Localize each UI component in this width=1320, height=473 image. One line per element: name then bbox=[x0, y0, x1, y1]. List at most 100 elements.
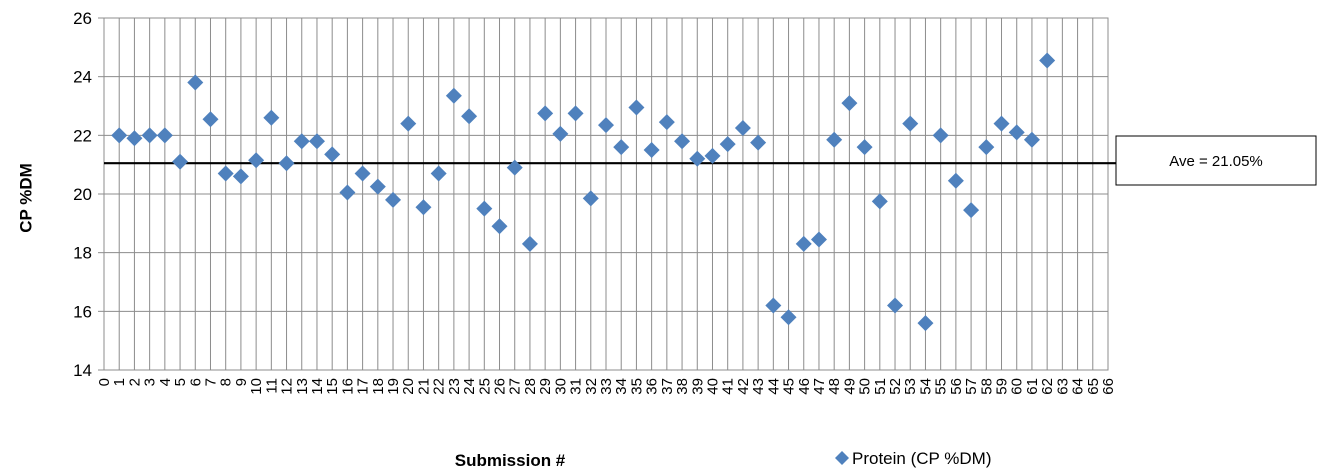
data-point bbox=[293, 133, 310, 150]
data-point bbox=[415, 199, 432, 216]
x-tick-label: 17 bbox=[355, 378, 372, 395]
data-point bbox=[1008, 124, 1025, 141]
data-point bbox=[126, 130, 143, 147]
data-point bbox=[765, 297, 782, 314]
x-tick-label: 61 bbox=[1024, 378, 1041, 395]
x-tick-label: 37 bbox=[659, 378, 676, 395]
data-point bbox=[719, 136, 736, 153]
x-axis-title: Submission # bbox=[455, 451, 566, 470]
x-tick-label: 9 bbox=[233, 378, 250, 386]
x-tick-label: 38 bbox=[674, 378, 691, 395]
x-tick-label: 2 bbox=[126, 378, 143, 386]
x-tick-label: 58 bbox=[978, 378, 995, 395]
x-tick-label: 48 bbox=[826, 378, 843, 395]
x-tick-label: 3 bbox=[142, 378, 159, 386]
axes bbox=[98, 17, 1109, 371]
x-tick-label: 39 bbox=[689, 378, 706, 395]
x-tick-label: 49 bbox=[841, 378, 858, 395]
data-point bbox=[491, 218, 508, 235]
x-tick-label: 27 bbox=[507, 378, 524, 395]
x-tick-label: 36 bbox=[644, 378, 661, 395]
x-tick-label: 46 bbox=[796, 378, 813, 395]
legend-label: Protein (CP %DM) bbox=[852, 449, 992, 468]
data-point bbox=[232, 168, 249, 185]
x-tick-label: 12 bbox=[279, 378, 296, 395]
data-point bbox=[552, 125, 569, 142]
x-tick-label: 53 bbox=[902, 378, 919, 395]
x-tick-label: 7 bbox=[202, 378, 219, 386]
x-tick-label: 11 bbox=[263, 378, 280, 394]
x-tick-label: 44 bbox=[765, 378, 782, 395]
data-point bbox=[141, 127, 158, 144]
data-point bbox=[111, 127, 128, 144]
data-point bbox=[1039, 52, 1056, 69]
x-tick-label: 33 bbox=[598, 378, 615, 395]
x-tick-label: 13 bbox=[294, 378, 311, 395]
data-point bbox=[263, 109, 280, 126]
data-point bbox=[521, 235, 538, 252]
data-point bbox=[902, 115, 919, 132]
x-tick-label: 30 bbox=[552, 378, 569, 395]
data-point bbox=[613, 139, 630, 156]
x-tick-label: 64 bbox=[1070, 378, 1087, 395]
data-point bbox=[704, 147, 721, 164]
data-point bbox=[1023, 131, 1040, 148]
x-tick-label: 6 bbox=[187, 378, 204, 386]
data-point bbox=[217, 165, 234, 182]
x-tick-label: 10 bbox=[248, 378, 265, 395]
x-tick-label: 5 bbox=[172, 378, 189, 386]
x-tick-label: 40 bbox=[704, 378, 721, 395]
data-point bbox=[400, 115, 417, 132]
data-point bbox=[734, 120, 751, 136]
x-tick-label: 54 bbox=[917, 378, 934, 395]
x-tick-label: 42 bbox=[735, 378, 752, 395]
x-tick-label: 4 bbox=[157, 378, 174, 386]
y-tick-label: 18 bbox=[73, 244, 92, 263]
x-tick-label: 52 bbox=[887, 378, 904, 395]
x-tick-label: 19 bbox=[385, 378, 402, 395]
x-tick-label: 24 bbox=[461, 378, 478, 395]
x-tick-label: 23 bbox=[446, 378, 463, 395]
data-point bbox=[476, 200, 493, 217]
data-point bbox=[826, 131, 843, 148]
data-point bbox=[993, 115, 1010, 132]
x-tick-label: 65 bbox=[1085, 378, 1102, 395]
data-point bbox=[598, 117, 614, 134]
plot-area-border bbox=[103, 17, 1109, 371]
data-point bbox=[156, 127, 173, 144]
x-tick-label: 28 bbox=[522, 378, 539, 395]
y-axis-title: CP %DM bbox=[16, 163, 35, 233]
average-annotation-text: Ave = 21.05% bbox=[1169, 153, 1263, 170]
x-tick-label: 26 bbox=[492, 378, 509, 395]
data-point bbox=[810, 231, 827, 248]
data-point bbox=[187, 74, 204, 91]
data-point bbox=[506, 159, 523, 176]
data-point bbox=[689, 150, 706, 167]
data-point bbox=[978, 139, 995, 156]
data-point bbox=[856, 139, 873, 156]
data-point bbox=[658, 114, 675, 131]
data-point bbox=[461, 108, 478, 125]
data-point bbox=[324, 146, 341, 163]
data-point bbox=[750, 134, 767, 151]
y-tick-label: 26 bbox=[73, 9, 92, 28]
x-tick-label: 29 bbox=[537, 378, 554, 395]
y-tick-label: 24 bbox=[73, 68, 92, 87]
x-tick-label: 66 bbox=[1100, 378, 1117, 395]
data-point bbox=[628, 99, 645, 116]
x-tick-label: 32 bbox=[583, 378, 600, 395]
x-tick-label: 8 bbox=[218, 378, 235, 386]
data-point bbox=[248, 152, 265, 169]
gridlines bbox=[103, 17, 1109, 371]
x-tick-label: 56 bbox=[948, 378, 965, 395]
average-annotation: Ave = 21.05% bbox=[1115, 135, 1317, 186]
data-point bbox=[537, 105, 554, 122]
average-annotation-box bbox=[1115, 135, 1317, 186]
data-point bbox=[430, 165, 447, 182]
data-point bbox=[339, 184, 356, 201]
data-point bbox=[674, 133, 691, 150]
x-tick-label: 22 bbox=[431, 378, 448, 395]
x-tick-label: 16 bbox=[339, 378, 356, 395]
data-point bbox=[871, 193, 888, 210]
